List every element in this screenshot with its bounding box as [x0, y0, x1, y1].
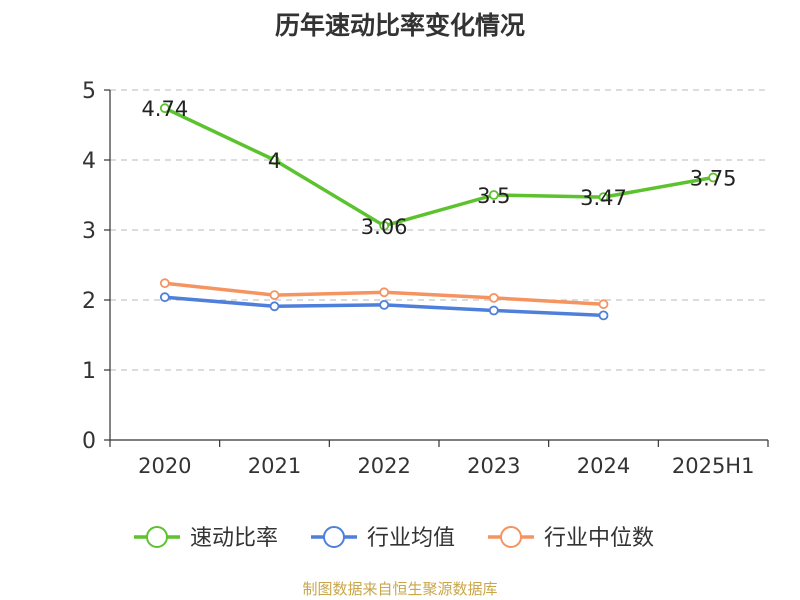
- data-point: [379, 220, 390, 231]
- legend-item[interactable]: 速动比率: [134, 526, 278, 551]
- data-point: [488, 292, 499, 303]
- x-tick-label: 2024: [577, 454, 630, 478]
- data-point: [488, 190, 499, 200]
- legend-marker-icon: [500, 526, 522, 548]
- legend-item[interactable]: 行业均值: [311, 526, 455, 551]
- y-tick-label: 4: [82, 149, 96, 174]
- series-line: [164, 106, 714, 228]
- data-label: 3.47: [580, 186, 627, 210]
- data-point: [159, 292, 170, 303]
- data-point: [598, 299, 609, 310]
- legend-label: 行业均值: [367, 526, 455, 551]
- data-point: [379, 299, 390, 310]
- series-lines: [159, 103, 719, 321]
- data-point: [159, 103, 170, 114]
- y-tick-label: 2: [82, 289, 96, 314]
- legend-item[interactable]: 行业中位数: [488, 526, 654, 551]
- data-label: 3.5: [477, 184, 510, 208]
- x-tick-label: 2023: [467, 454, 520, 478]
- legend-marker-icon: [146, 526, 168, 548]
- grid-lines: [110, 89, 768, 371]
- y-tick-label: 3: [82, 219, 96, 244]
- y-tick-label: 5: [82, 79, 96, 104]
- x-tick-label: 2021: [248, 454, 301, 478]
- legend-label: 速动比率: [190, 526, 278, 551]
- data-point: [598, 310, 609, 321]
- data-label: 3.06: [361, 215, 408, 239]
- x-tick-label: 2022: [357, 454, 410, 478]
- data-labels: 4.74 4 3.06 3.5 3.47 3.75: [141, 97, 736, 239]
- axes: 0 1 2 3 4 5 2020 2021 2022 2023 2024 2025H1: [82, 79, 769, 478]
- legend-marker-icon: [323, 526, 345, 548]
- data-label: 4.74: [141, 97, 188, 121]
- data-point: [488, 305, 499, 316]
- data-point: [269, 290, 280, 301]
- y-tick-label: 0: [82, 429, 96, 454]
- y-tick-label: 1: [82, 359, 96, 384]
- data-label: 3.75: [690, 167, 737, 191]
- x-tick-label: 2025H1: [672, 454, 755, 478]
- x-tick-label: 2020: [138, 454, 191, 478]
- chart-title: 历年速动比率变化情况: [274, 11, 525, 40]
- data-label: 4: [268, 149, 281, 173]
- data-point: [269, 301, 280, 312]
- legend-label: 行业中位数: [544, 526, 654, 551]
- data-point: [598, 192, 609, 203]
- legend[interactable]: 速动比率 行业均值 行业中位数: [134, 526, 654, 551]
- data-point: [159, 278, 170, 289]
- data-point: [708, 172, 719, 183]
- data-point: [379, 287, 390, 298]
- data-point: [269, 155, 280, 165]
- source-note: 制图数据来自恒生聚源数据库: [302, 580, 498, 598]
